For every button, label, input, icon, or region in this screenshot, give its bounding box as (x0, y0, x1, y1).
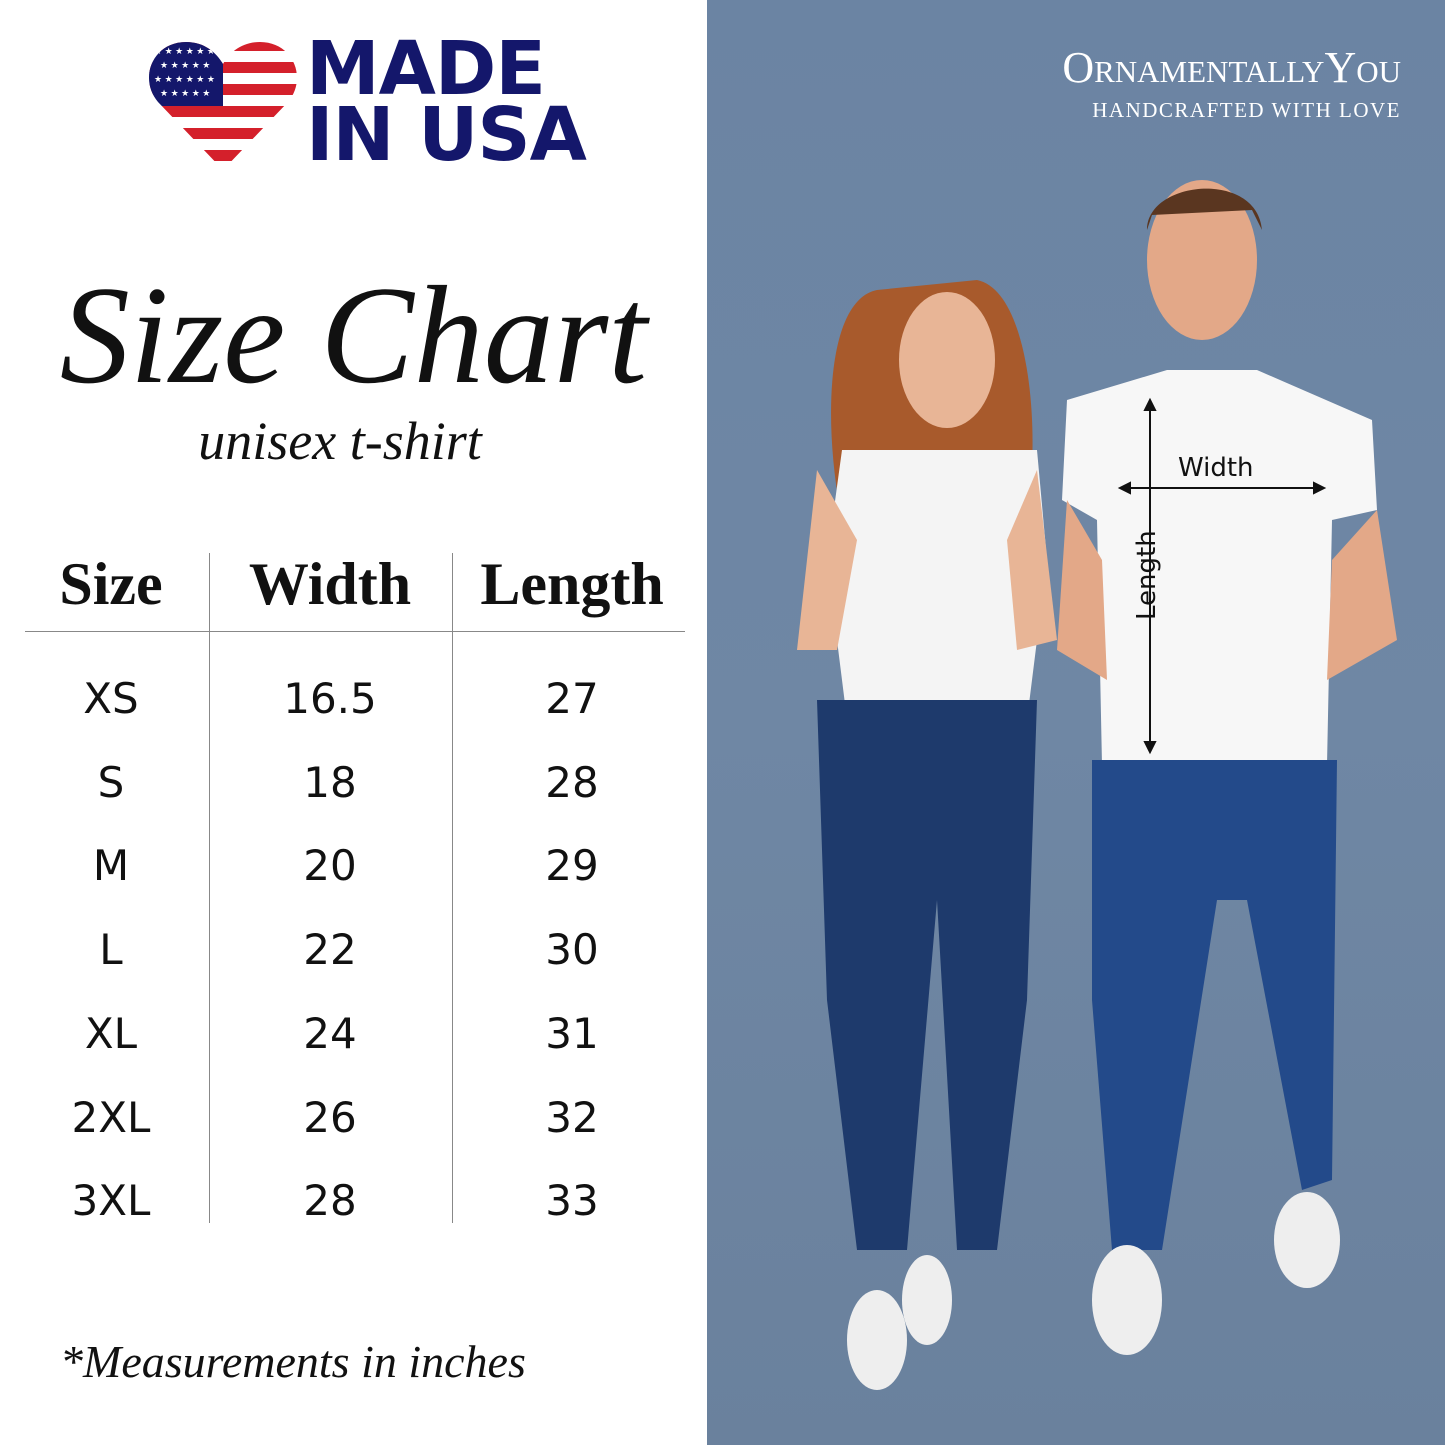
length-cell: 27 (545, 674, 599, 723)
svg-text:★ ★ ★ ★ ★: ★ ★ ★ ★ ★ (160, 60, 210, 70)
column-header-length: Length (480, 551, 664, 617)
column-divider (209, 553, 210, 1223)
width-cell: 20 (303, 841, 357, 891)
measurement-arrows (1117, 397, 1327, 755)
size-chart-panel: ★ ★ ★ ★ ★ ★ ★ ★ ★ ★ ★ ★ ★ ★ ★ ★ ★ ★ ★ ★ ★ ★… (0, 0, 707, 1445)
width-cell: 18 (303, 757, 357, 807)
logo-line-1: MADE (306, 26, 546, 112)
width-label: Width (1178, 453, 1254, 483)
width-cell: 28 (303, 1176, 357, 1226)
size-cell: L (99, 925, 123, 975)
brand-name: OrnamentallyYou (1062, 43, 1401, 92)
length-cell: 32 (545, 1092, 599, 1142)
model-photo: OrnamentallyYou HANDCRAFTED WITH LOVE (707, 0, 1445, 1445)
length-cell: 30 (545, 925, 599, 975)
column-divider (452, 553, 453, 1223)
svg-text:★ ★ ★ ★ ★ ★: ★ ★ ★ ★ ★ ★ (154, 46, 215, 56)
length-cell: 31 (545, 1008, 599, 1058)
length-cell: 33 (545, 1176, 599, 1226)
size-cell: M (92, 841, 130, 891)
width-cell: 24 (303, 1008, 357, 1058)
length-cell: 28 (545, 757, 599, 807)
footnote: *Measurements in inches (60, 1336, 526, 1387)
subtitle: unisex t-shirt (198, 411, 482, 471)
brand-tagline: HANDCRAFTED WITH LOVE (1092, 98, 1401, 122)
length-label: Length (1132, 530, 1162, 620)
column-header-width: Width (248, 551, 412, 617)
man-figure (1057, 180, 1397, 1355)
width-cell: 26 (303, 1092, 357, 1142)
width-cell: 22 (303, 925, 357, 975)
size-cell: 2XL (71, 1092, 151, 1142)
svg-text:★ ★ ★ ★ ★: ★ ★ ★ ★ ★ (160, 88, 210, 98)
svg-text:★ ★ ★ ★ ★ ★: ★ ★ ★ ★ ★ ★ (154, 74, 215, 84)
page-title: Size Chart (59, 258, 648, 413)
width-cell: 16.5 (283, 674, 377, 723)
size-cell: 3XL (71, 1176, 151, 1226)
size-cell: S (97, 757, 125, 807)
models-illustration (797, 180, 1397, 1390)
column-header-size: Size (59, 551, 163, 617)
header-divider (25, 631, 685, 632)
logo-line-2: IN USA (306, 92, 587, 178)
size-cell: XL (84, 1008, 138, 1058)
made-in-usa-logo: MADE IN USA (306, 26, 587, 178)
woman-figure (797, 280, 1057, 1390)
size-cell: XS (83, 674, 139, 723)
usa-heart-flag-icon: ★ ★ ★ ★ ★ ★ ★ ★ ★ ★ ★ ★ ★ ★ ★ ★ ★ ★ ★ ★ ★ ★ (148, 42, 298, 170)
length-cell: 29 (545, 841, 599, 891)
